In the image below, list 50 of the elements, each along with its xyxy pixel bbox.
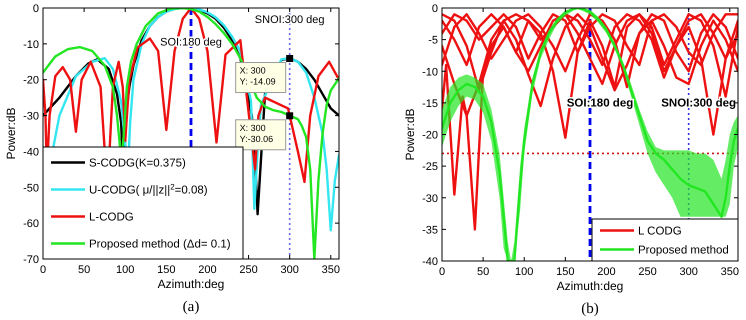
x-tick-label: 100 — [116, 264, 134, 276]
y-tick-label: -20 — [422, 130, 438, 142]
y-tick-label: -20 — [23, 74, 39, 87]
y-tick-label: -5 — [428, 34, 438, 47]
y-axis-title: Power:dB — [4, 107, 18, 160]
annotation: X: 300 Y: -14.09 — [240, 66, 276, 87]
annotation: X: 300 Y:-30.06 — [240, 122, 274, 144]
x-tick-label: 150 — [556, 266, 575, 278]
x-tick-label: 250 — [638, 266, 657, 278]
y-tick-label: -15 — [422, 98, 438, 110]
text: (a) — [182, 299, 200, 315]
y-tick-label: -25 — [422, 161, 438, 174]
x-tick-label: 0 — [438, 266, 446, 278]
datatip: X: 300 Y:-30.06 — [235, 112, 294, 150]
legend-label: Proposed method — [638, 244, 729, 256]
legend-label: L-CODG — [89, 212, 134, 224]
x-tick-label: 350 — [322, 264, 340, 276]
y-axis-title: Power:dB — [403, 108, 417, 161]
y-tick-label: -70 — [23, 254, 39, 266]
legend-label: U-CODG( μ/||z||$^{2}$=0.08) — [89, 182, 208, 196]
y-tick-label: 0 — [32, 3, 39, 15]
x-axis-title: Azimuth:deg — [556, 279, 624, 293]
y-tick-label: -10 — [23, 38, 39, 51]
text: (b) — [581, 301, 599, 317]
y-tick-label: -35 — [422, 224, 438, 236]
y-tick-label: -40 — [23, 146, 39, 158]
legend-label: L CODG — [638, 226, 682, 238]
legend-label: S-CODG(K=0.375) — [89, 158, 186, 170]
x-tick-label: 0 — [40, 264, 46, 276]
y-tick-label: -10 — [422, 66, 438, 78]
x-tick-label: 150 — [157, 264, 176, 276]
x-tick-label: 300 — [280, 264, 299, 276]
y-tick-label: -50 — [23, 182, 39, 194]
x-tick-label: 50 — [476, 266, 490, 278]
x-axis-title: Azimuth:deg — [158, 277, 224, 291]
x-tick-label: 200 — [597, 266, 616, 278]
y-tick-label: -30 — [422, 192, 438, 205]
y-tick-label: -30 — [23, 110, 39, 123]
ref-line-label: SNOI:300 deg — [254, 14, 325, 26]
x-tick-label: 300 — [679, 266, 698, 278]
y-tick-label: -40 — [422, 256, 438, 268]
x-tick-label: 350 — [720, 266, 739, 278]
y-tick-label: -60 — [23, 218, 39, 230]
datatip: X: 300 Y: -14.09 — [235, 55, 294, 94]
legend-label: Proposed method (Δd= 0.1) — [89, 238, 231, 250]
x-tick-label: 200 — [198, 264, 217, 276]
x-tick-label: 100 — [515, 266, 534, 278]
x-tick-label: 50 — [78, 264, 90, 276]
x-tick-label: 250 — [239, 264, 258, 276]
y-tick-label: 0 — [432, 3, 438, 15]
